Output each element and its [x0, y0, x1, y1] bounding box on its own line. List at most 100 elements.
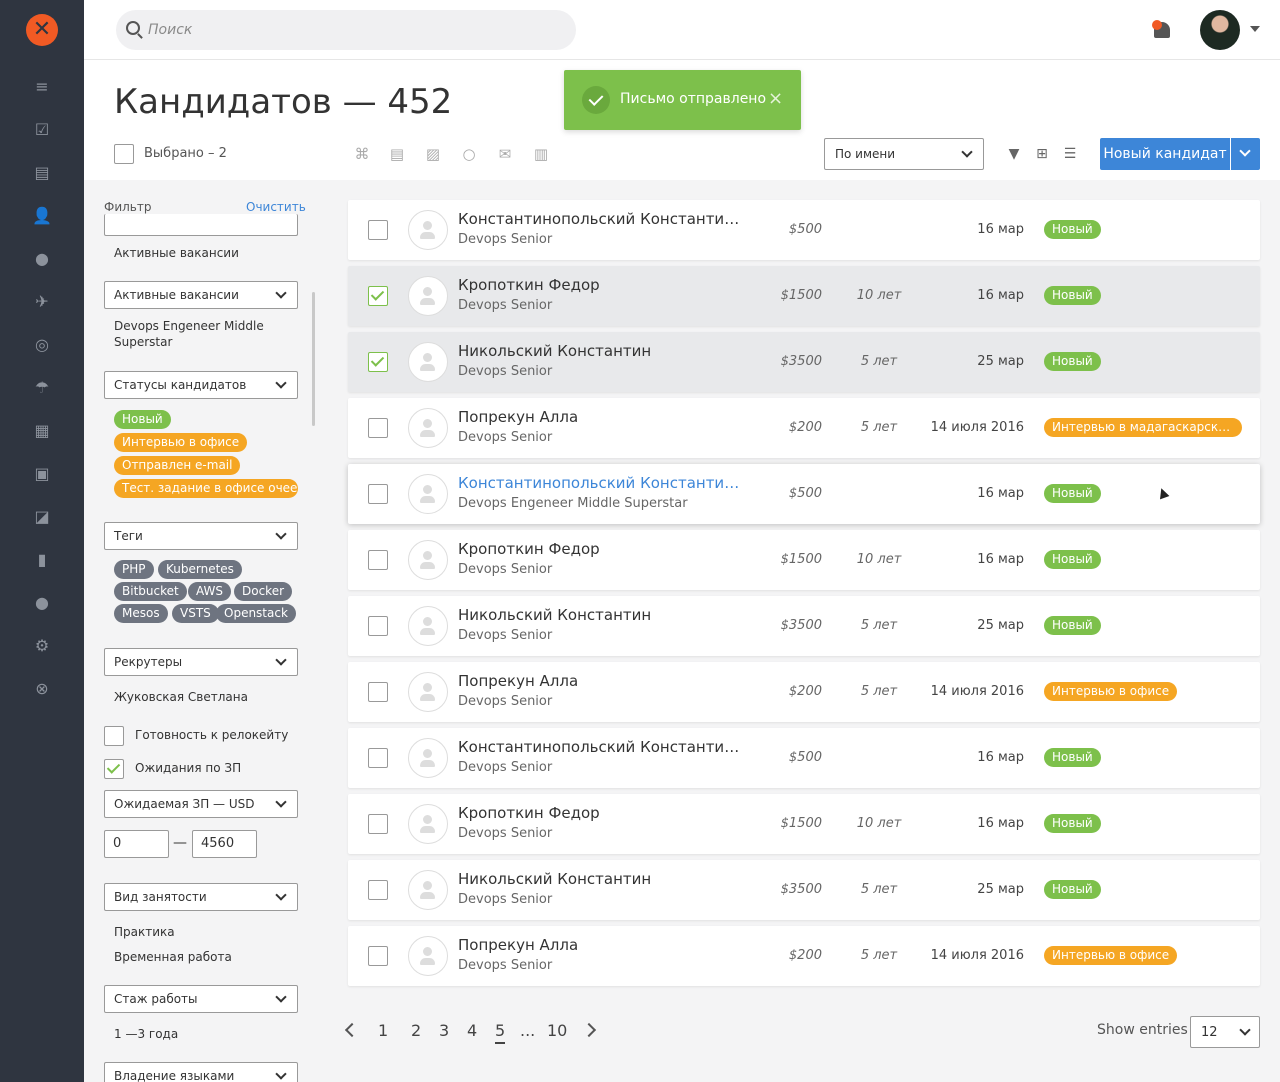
calendar-icon[interactable]: ▣ — [34, 464, 50, 483]
salary-checkbox[interactable] — [104, 759, 124, 779]
salary-to-input[interactable]: 4560 — [192, 830, 257, 858]
candidate-name[interactable]: Попрекун Алла — [458, 936, 579, 954]
table-row[interactable]: Попрекун Алла Devops Senior $200 5 лет 14 ию… — [348, 398, 1260, 458]
candidate-avatar[interactable] — [408, 408, 448, 448]
candidate-avatar[interactable] — [408, 936, 448, 976]
candidate-name[interactable]: Никольский Константин — [458, 870, 652, 888]
vacation-icon[interactable]: ☂ — [34, 378, 50, 397]
page-link-current[interactable]: 5 — [495, 1021, 506, 1044]
show-entries-select[interactable]: 12 — [1190, 1016, 1260, 1048]
status-tag[interactable]: Новый — [114, 410, 171, 429]
page-link[interactable]: 1 — [378, 1021, 389, 1040]
mail-icon[interactable]: ✉ — [498, 145, 512, 163]
select-all-checkbox[interactable] — [114, 144, 134, 164]
feed-icon[interactable]: ≡ — [35, 77, 49, 96]
skill-tag[interactable]: Mesos — [114, 604, 168, 623]
candidate-avatar[interactable] — [408, 804, 448, 844]
table-row[interactable]: Константинопольский Константин К... Devop… — [348, 200, 1260, 260]
row-checkbox[interactable] — [368, 484, 388, 504]
filter-scrollbar[interactable] — [312, 292, 315, 426]
candidate-avatar[interactable] — [408, 606, 448, 646]
relocation-icon[interactable]: ✈ — [35, 292, 49, 311]
tag-icon[interactable]: ⌘ — [354, 145, 370, 163]
documents-icon[interactable]: ◪ — [34, 507, 50, 526]
candidate-avatar[interactable] — [408, 672, 448, 712]
filter-icon[interactable]: ▼ — [1008, 146, 1020, 162]
row-checkbox[interactable] — [368, 880, 388, 900]
relocate-checkbox[interactable] — [104, 726, 124, 746]
row-checkbox[interactable] — [368, 748, 388, 768]
notifications-icon[interactable] — [1150, 18, 1172, 40]
candidate-avatar[interactable] — [408, 210, 448, 250]
candidate-name[interactable]: Никольский Константин — [458, 606, 652, 624]
close-icon[interactable]: × — [768, 88, 784, 109]
close-circle-icon[interactable]: ⊗ — [35, 679, 49, 698]
table-row[interactable]: Никольский Константин Devops Senior $3500 5… — [348, 596, 1260, 656]
candidate-name[interactable]: Кропоткин Федор — [458, 276, 600, 294]
skill-tag[interactable]: Kubernetes — [158, 560, 242, 579]
skill-tag[interactable]: AWS — [188, 582, 232, 601]
vacancies-select[interactable]: Активные вакансии — [104, 281, 298, 309]
row-checkbox[interactable] — [368, 286, 388, 306]
contacts-icon[interactable]: 👤 — [32, 206, 52, 225]
chevron-down-icon[interactable] — [1250, 26, 1260, 32]
candidate-avatar[interactable] — [408, 540, 448, 580]
table-row[interactable]: Никольский Константин Devops Senior $3500 5… — [348, 860, 1260, 920]
candidate-name[interactable]: Константинопольский Константин К... — [458, 210, 748, 228]
row-checkbox[interactable] — [368, 682, 388, 702]
candidate-name[interactable]: Попрекун Алла — [458, 672, 579, 690]
status-tag[interactable]: Интервью в офисе — [114, 433, 248, 452]
table-row[interactable]: Кропоткин Федор Devops Senior $1500 10 лет 1… — [348, 794, 1260, 854]
trash-icon[interactable]: ▥ — [533, 145, 549, 163]
skill-tag[interactable]: Openstack — [216, 604, 296, 623]
new-candidate-button[interactable]: Новый кандидат — [1100, 138, 1230, 170]
note-icon[interactable]: ▤ — [389, 145, 405, 163]
candidate-name[interactable]: Кропоткин Федор — [458, 804, 600, 822]
reports-icon[interactable]: ▮ — [37, 550, 47, 569]
candidate-avatar[interactable] — [408, 870, 448, 910]
recruiters-select[interactable]: Рекрутеры — [104, 648, 298, 676]
calculator-icon[interactable]: ▦ — [34, 421, 50, 440]
search-box[interactable] — [116, 10, 576, 50]
page-link[interactable]: 3 — [439, 1021, 450, 1040]
candidate-name[interactable]: Попрекун Алла — [458, 408, 579, 426]
sort-select[interactable]: По имени — [824, 138, 984, 170]
candidate-avatar[interactable] — [408, 276, 448, 316]
new-candidate-dropdown[interactable] — [1231, 138, 1260, 170]
status-tag[interactable]: Тест. задание в офисе очее... — [114, 479, 298, 498]
languages-select[interactable]: Владение языками — [104, 1062, 298, 1082]
gear-icon[interactable]: ⚙ — [34, 636, 50, 655]
grid-view-icon[interactable]: ⊞ — [1036, 146, 1048, 162]
page-link[interactable]: 2 — [411, 1021, 422, 1040]
vacancies-icon[interactable]: ▤ — [34, 163, 50, 182]
experience-select[interactable]: Стаж работы — [104, 985, 298, 1013]
page-link[interactable]: 10 — [547, 1021, 568, 1040]
row-checkbox[interactable] — [368, 220, 388, 240]
candidate-name[interactable]: Константинопольский Константин К... — [458, 474, 748, 492]
avatar[interactable] — [1200, 10, 1240, 50]
search-input[interactable] — [148, 10, 568, 50]
skill-tag[interactable]: VSTS — [172, 604, 219, 623]
target-icon[interactable]: ◎ — [35, 335, 49, 354]
employment-select[interactable]: Вид занятости — [104, 883, 298, 911]
prev-page-icon[interactable] — [344, 1022, 360, 1038]
candidate-name[interactable]: Кропоткин Федор — [458, 540, 600, 558]
row-checkbox[interactable] — [368, 946, 388, 966]
table-row[interactable]: Константинопольский Константин К... Devop… — [348, 728, 1260, 788]
salary-from-input[interactable]: 0 — [104, 830, 169, 858]
table-row[interactable]: Попрекун Алла Devops Senior $200 5 лет 14 ию… — [348, 662, 1260, 722]
list-view-icon[interactable]: ☰ — [1063, 146, 1077, 162]
skill-tag[interactable]: Docker — [234, 582, 293, 601]
skill-tag[interactable]: Bitbucket — [114, 582, 187, 601]
row-checkbox[interactable] — [368, 814, 388, 834]
candidates-icon[interactable]: ● — [35, 249, 49, 268]
table-row[interactable]: Попрекун Алла Devops Senior $200 5 лет 14 ию… — [348, 926, 1260, 986]
row-checkbox[interactable] — [368, 550, 388, 570]
candidate-name[interactable]: Никольский Константин — [458, 342, 652, 360]
salary-currency-select[interactable]: Ожидаемая ЗП — USD — [104, 790, 298, 818]
status-tag[interactable]: Отправлен e-mail — [114, 456, 241, 475]
skill-tag[interactable]: PHP — [114, 560, 154, 579]
comment-icon[interactable]: ○ — [462, 145, 476, 163]
table-row[interactable]: Кропоткин Федор Devops Senior $1500 10 лет 1… — [348, 266, 1260, 326]
table-row[interactable]: Кропоткин Федор Devops Senior $1500 10 лет 1… — [348, 530, 1260, 590]
